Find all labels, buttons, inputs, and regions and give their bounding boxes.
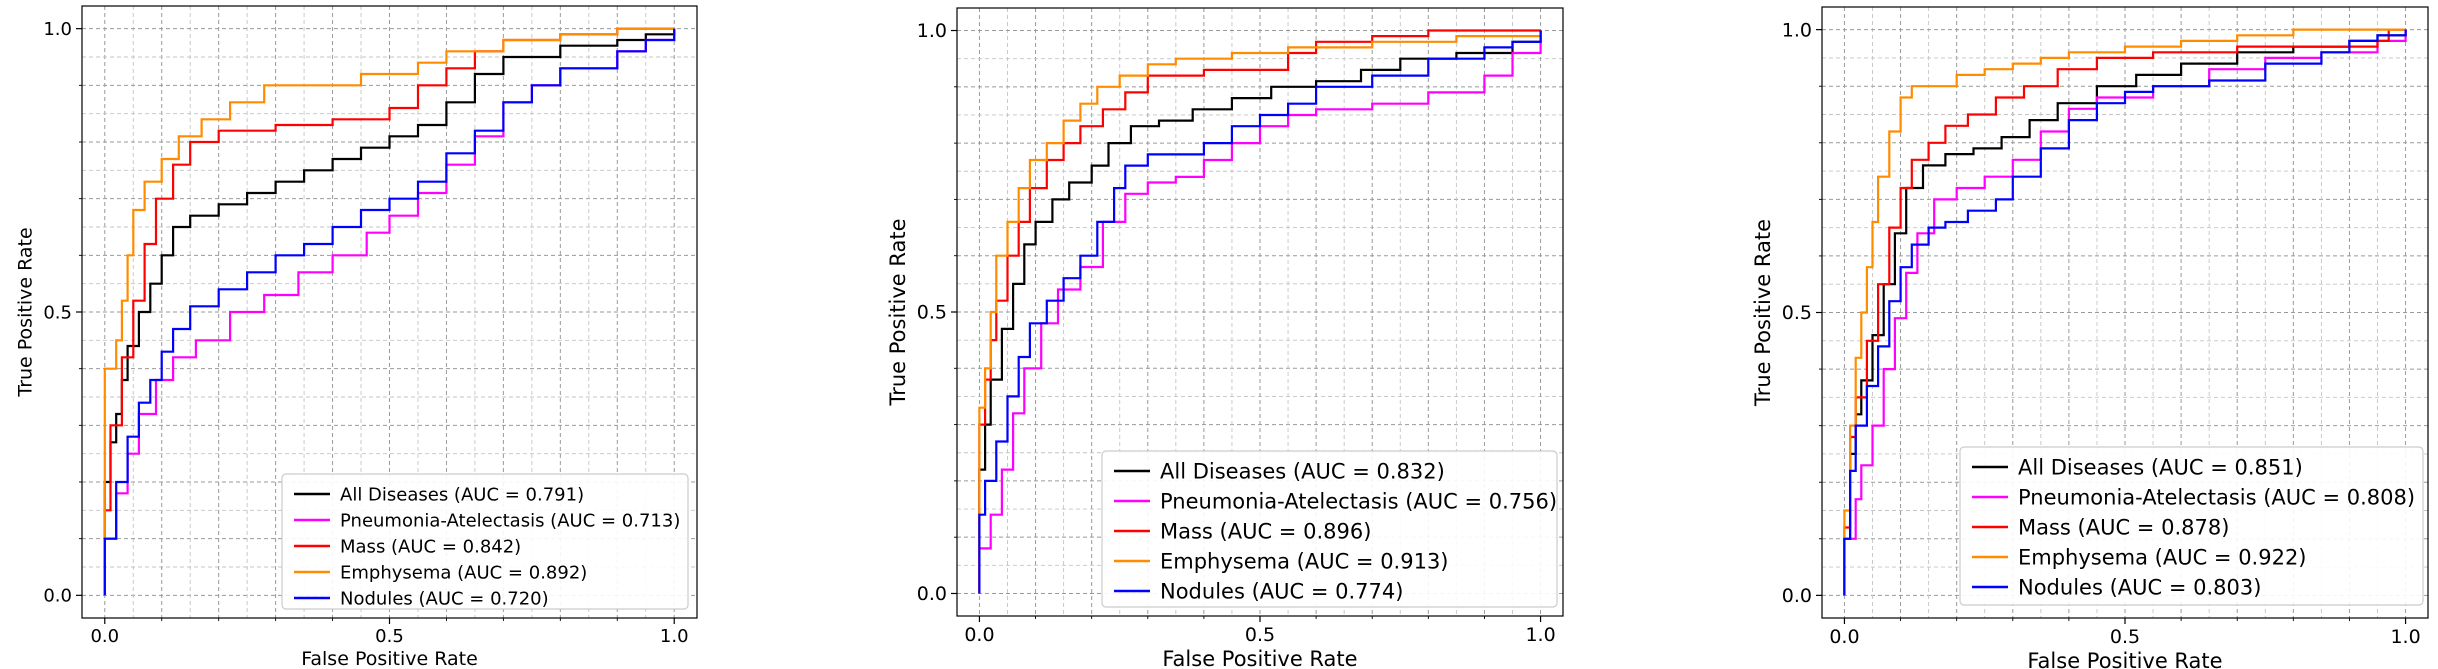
roc-chart-1: 0.0 0.5 1.0 0.0 0.5 1.0 False Positive Rate Tru… [15, 5, 698, 669]
roc-chart-2: 0.0 0.5 1.0 0.0 0.5 1.0 False Positive Rate Tru… [886, 7, 1564, 669]
series-group [103, 27, 676, 596]
y-tick-label: 0.0 [1782, 585, 1812, 607]
roc-curve-series-1 [1843, 29, 2407, 596]
legend-entry-label: Nodules (AUC = 0.720) [340, 588, 549, 609]
x-axis-title: False Positive Rate [2027, 649, 2222, 669]
x-tick-label: 0.0 [1829, 626, 1859, 648]
x-tick-label: 1.0 [2390, 626, 2420, 648]
roc-curve-series-1 [103, 28, 676, 596]
x-tick-label: 0.0 [90, 626, 119, 647]
legend-entry-label: Pneumonia-Atelectasis (AUC = 0.756) [1160, 489, 1557, 513]
legend-entry-label: Nodules (AUC = 0.774) [1160, 579, 1403, 603]
y-tick-label: 1.0 [917, 20, 947, 42]
series-group [978, 29, 1542, 594]
roc-curve-series-4 [103, 27, 675, 596]
y-tick-label: 0.0 [917, 583, 947, 605]
legend: All Diseases (AUC = 0.832) Pneumonia-Atel… [1101, 450, 1558, 608]
roc-chart-3: 0.0 0.5 1.0 0.0 0.5 1.0 False Positive Rate Tru… [1751, 6, 2429, 669]
legend-box [281, 473, 689, 610]
y-axis-title: True Positive Rate [1751, 219, 1775, 407]
series-group [1843, 28, 2407, 596]
x-tick-label: 0.5 [1245, 624, 1275, 646]
roc-curve-series-5 [103, 28, 676, 596]
legend-entry-label: All Diseases (AUC = 0.832) [1160, 459, 1445, 483]
legend-box [1101, 450, 1558, 608]
x-tick-label: 1.0 [660, 626, 689, 647]
legend-entry-label: Mass (AUC = 0.842) [340, 536, 521, 557]
legend-entry-label: All Diseases (AUC = 0.791) [340, 484, 584, 505]
legend-entry-label: All Diseases (AUC = 0.851) [2018, 455, 2303, 479]
legend: All Diseases (AUC = 0.791) Pneumonia-Atel… [281, 473, 689, 610]
roc-curve-series-3 [1843, 28, 2406, 596]
roc-curve-series-5 [978, 30, 1542, 594]
y-tick-label: 1.0 [1782, 19, 1812, 41]
y-axis-title: True Positive Rate [886, 218, 910, 406]
roc-curve-series-2 [978, 30, 1542, 594]
legend-entry-label: Mass (AUC = 0.878) [2018, 515, 2229, 539]
y-tick-label: 0.5 [917, 302, 947, 324]
y-axis-title: True Positive Rate [15, 227, 37, 397]
x-tick-label: 0.0 [964, 624, 994, 646]
roc-curve-series-1 [978, 30, 1542, 594]
x-axis-title: False Positive Rate [301, 648, 478, 669]
legend-entry-label: Pneumonia-Atelectasis (AUC = 0.808) [2018, 485, 2415, 509]
legend-entry-label: Nodules (AUC = 0.803) [2018, 575, 2261, 599]
y-tick-label: 0.5 [1782, 302, 1812, 324]
roc-curve-series-4 [978, 30, 1542, 594]
x-tick-label: 0.5 [2110, 626, 2140, 648]
x-tick-label: 1.0 [1525, 624, 1555, 646]
x-tick-label: 0.5 [375, 626, 404, 647]
legend: All Diseases (AUC = 0.851) Pneumonia-Atel… [1959, 446, 2424, 606]
y-tick-label: 1.0 [43, 19, 72, 40]
x-axis-title: False Positive Rate [1162, 647, 1357, 669]
legend-entry-label: Mass (AUC = 0.896) [1160, 519, 1371, 543]
legend-box [1959, 446, 2424, 606]
y-tick-label: 0.5 [43, 302, 72, 323]
legend-entry-label: Emphysema (AUC = 0.892) [340, 562, 587, 583]
roc-curve-series-4 [1843, 28, 2406, 596]
roc-curve-series-5 [1843, 29, 2407, 596]
legend-entry-label: Emphysema (AUC = 0.913) [1160, 549, 1449, 573]
y-tick-label: 0.0 [43, 586, 72, 607]
roc-curve-series-3 [978, 29, 1541, 594]
legend-entry-label: Pneumonia-Atelectasis (AUC = 0.713) [340, 510, 680, 531]
legend-entry-label: Emphysema (AUC = 0.922) [2018, 545, 2307, 569]
